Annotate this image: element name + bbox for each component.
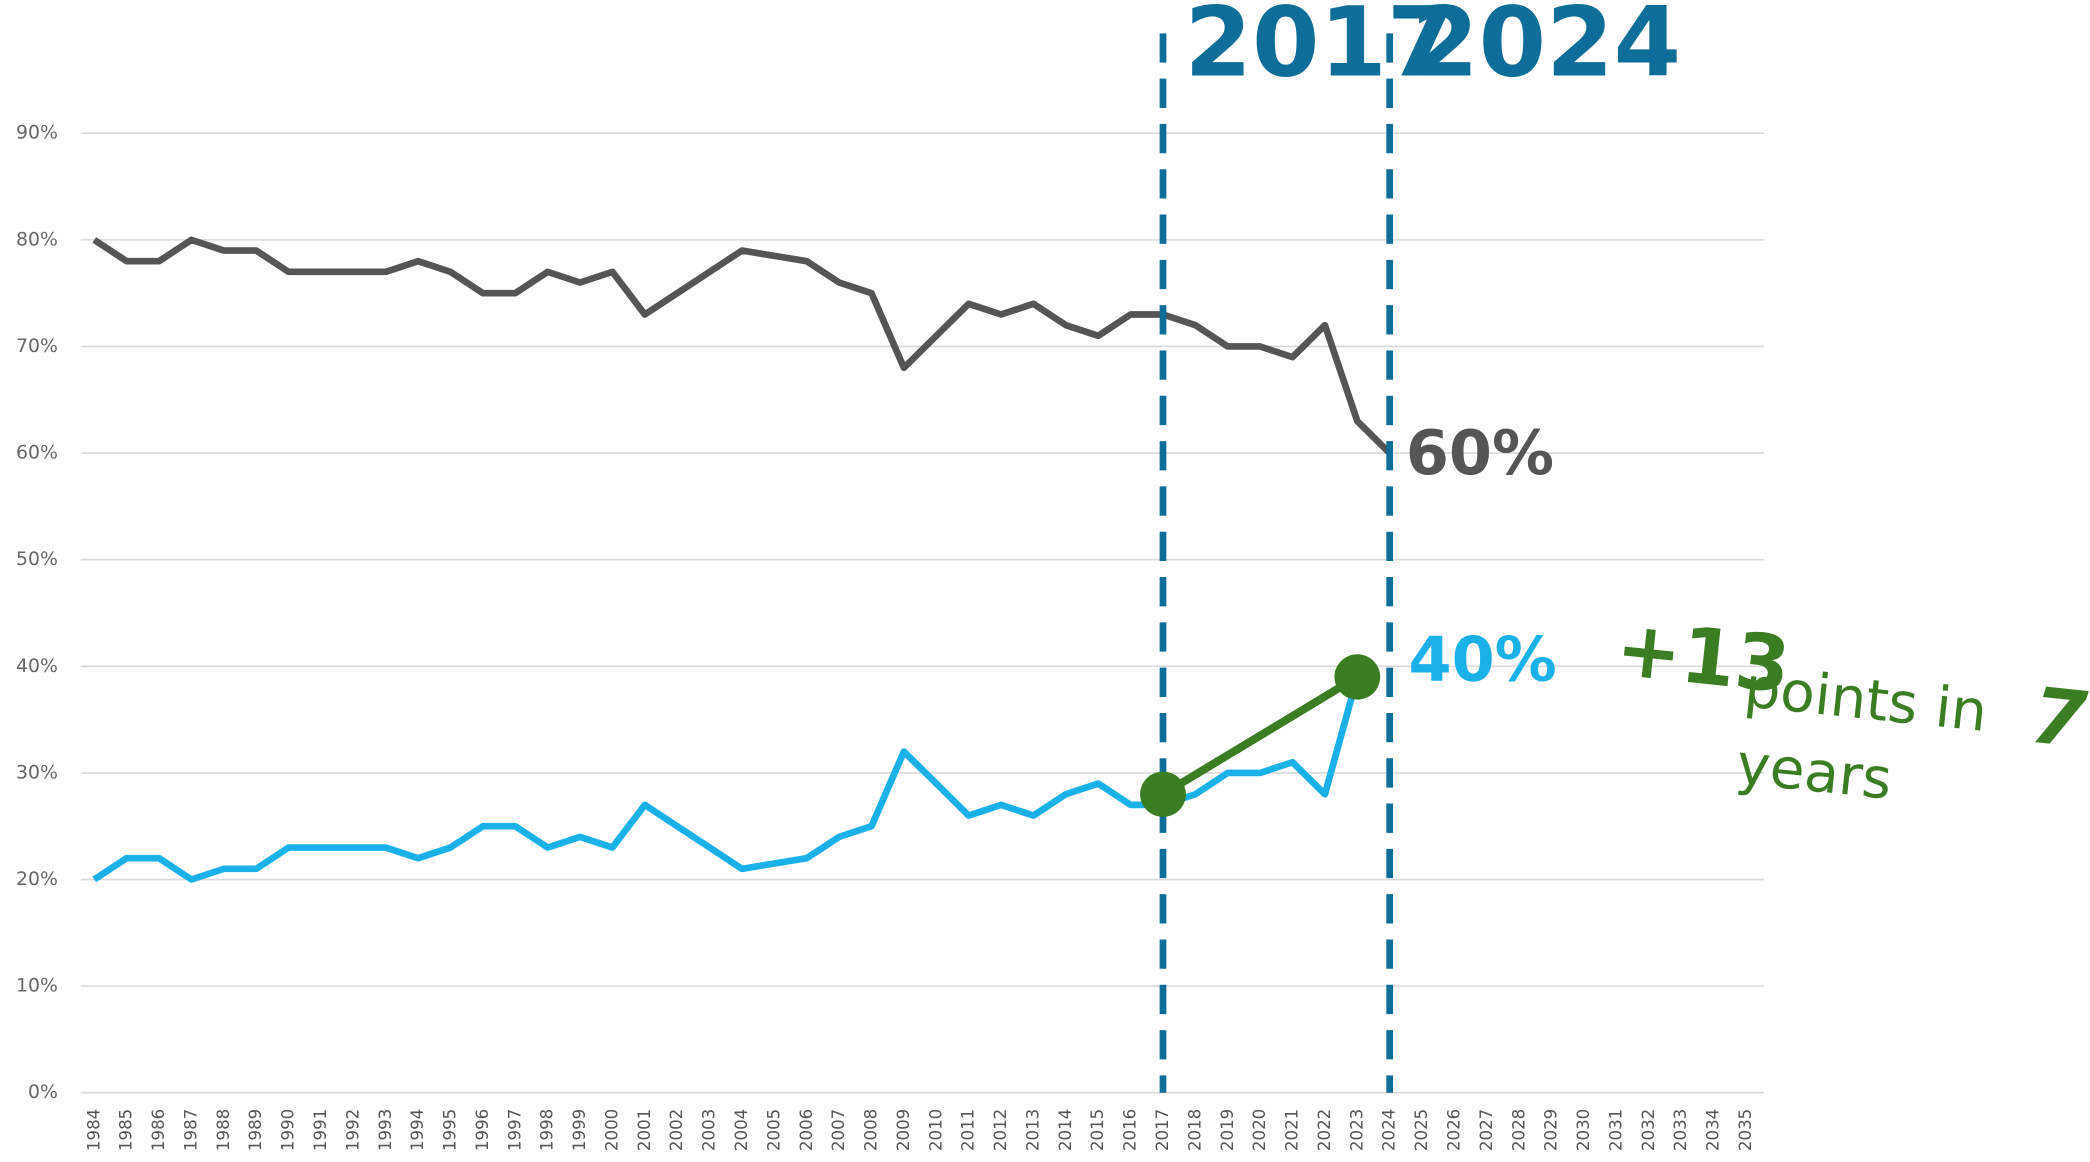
x-tick-label: 1986	[148, 1109, 168, 1151]
series-line	[92, 236, 1393, 456]
note-text: points in	[1742, 655, 1991, 744]
x-tick-label: 1994	[407, 1109, 427, 1151]
x-tick-label: 1985	[116, 1109, 136, 1151]
y-tick-label: 30%	[16, 762, 58, 783]
x-tick-label: 2026	[1443, 1109, 1463, 1151]
x-tick-label: 2002	[666, 1109, 686, 1151]
x-tick-label: 2013	[1022, 1109, 1042, 1151]
x-tick-label: 2035	[1735, 1109, 1755, 1151]
x-tick-label: 2003	[699, 1109, 719, 1151]
x-tick-label: 2021	[1281, 1109, 1301, 1151]
marker-label: 2017	[1185, 0, 1455, 98]
x-tick-label: 1995	[439, 1109, 459, 1151]
x-tick-label: 1987	[180, 1109, 200, 1151]
x-tick-label: 2023	[1346, 1109, 1366, 1151]
x-tick-label: 2012	[990, 1109, 1010, 1151]
x-tick-label: 2020	[1249, 1109, 1269, 1151]
x-tick-label: 2005	[763, 1109, 783, 1151]
y-tick-label: 50%	[16, 549, 58, 570]
y-tick-label: 10%	[16, 976, 58, 997]
x-tick-label: 1991	[310, 1109, 330, 1151]
highlight-dot	[1140, 771, 1186, 817]
x-tick-label: 1988	[213, 1109, 233, 1151]
x-tick-label: 1990	[278, 1109, 298, 1151]
x-tick-label: 2000	[601, 1109, 621, 1151]
x-tick-label: 1998	[537, 1109, 557, 1151]
x-tick-label: 2032	[1638, 1109, 1658, 1151]
x-tick-label: 2010	[925, 1109, 945, 1151]
x-tick-label: 2014	[1055, 1109, 1075, 1151]
x-tick-label: 2017	[1152, 1109, 1172, 1151]
x-tick-label: 1993	[375, 1109, 395, 1151]
y-tick-label: 70%	[16, 336, 58, 357]
x-tick-label: 2007	[828, 1109, 848, 1151]
y-tick-label: 40%	[16, 656, 58, 677]
note-number: 7	[2027, 671, 2090, 766]
x-tick-label: 2001	[634, 1109, 654, 1151]
end-label: 40%	[1408, 624, 1556, 696]
x-tick-label: 2022	[1314, 1109, 1334, 1151]
x-tick-label: 1996	[472, 1109, 492, 1151]
x-tick-label: 2025	[1411, 1109, 1431, 1151]
x-tick-label: 2030	[1573, 1109, 1593, 1151]
x-tick-label: 1992	[342, 1109, 362, 1151]
note-number: +13	[1612, 604, 1795, 711]
highlight-dot	[1334, 654, 1381, 700]
x-tick-label: 1997	[504, 1109, 524, 1151]
x-tick-label: 2027	[1476, 1109, 1496, 1151]
highlight-line	[1160, 673, 1360, 798]
x-tick-label: 1999	[569, 1109, 589, 1151]
note-text: years	[1733, 732, 1895, 812]
y-tick-label: 0%	[28, 1082, 58, 1103]
x-tick-label: 2029	[1541, 1109, 1561, 1151]
x-tick-label: 2019	[1217, 1109, 1237, 1151]
x-tick-label: 1984	[83, 1109, 103, 1151]
x-tick-label: 2006	[796, 1109, 816, 1151]
end-label: 60%	[1406, 417, 1554, 489]
x-tick-label: 2011	[958, 1109, 978, 1151]
x-tick-label: 2024	[1379, 1109, 1399, 1151]
y-tick-label: 80%	[16, 229, 58, 250]
x-tick-label: 2008	[860, 1109, 880, 1151]
y-tick-label: 60%	[16, 443, 58, 464]
x-tick-label: 2009	[893, 1109, 913, 1151]
y-tick-label: 20%	[16, 869, 58, 890]
x-tick-label: 2015	[1087, 1109, 1107, 1151]
marker-label: 2024	[1411, 0, 1681, 98]
x-tick-label: 1989	[245, 1109, 265, 1151]
x-tick-label: 2034	[1702, 1109, 1722, 1151]
y-tick-label: 90%	[16, 123, 58, 144]
x-tick-label: 2033	[1670, 1109, 1690, 1151]
x-tick-label: 2031	[1605, 1109, 1625, 1151]
x-tick-label: 2004	[731, 1109, 751, 1151]
plot: 0% 10% 20% 30% 40% 50% 60% 70% 80% 90% 1984 1985 198…	[16, 0, 2090, 1151]
x-tick-label: 2028	[1508, 1109, 1528, 1151]
x-tick-label: 2016	[1120, 1109, 1140, 1151]
x-tick-label: 2018	[1184, 1109, 1204, 1151]
